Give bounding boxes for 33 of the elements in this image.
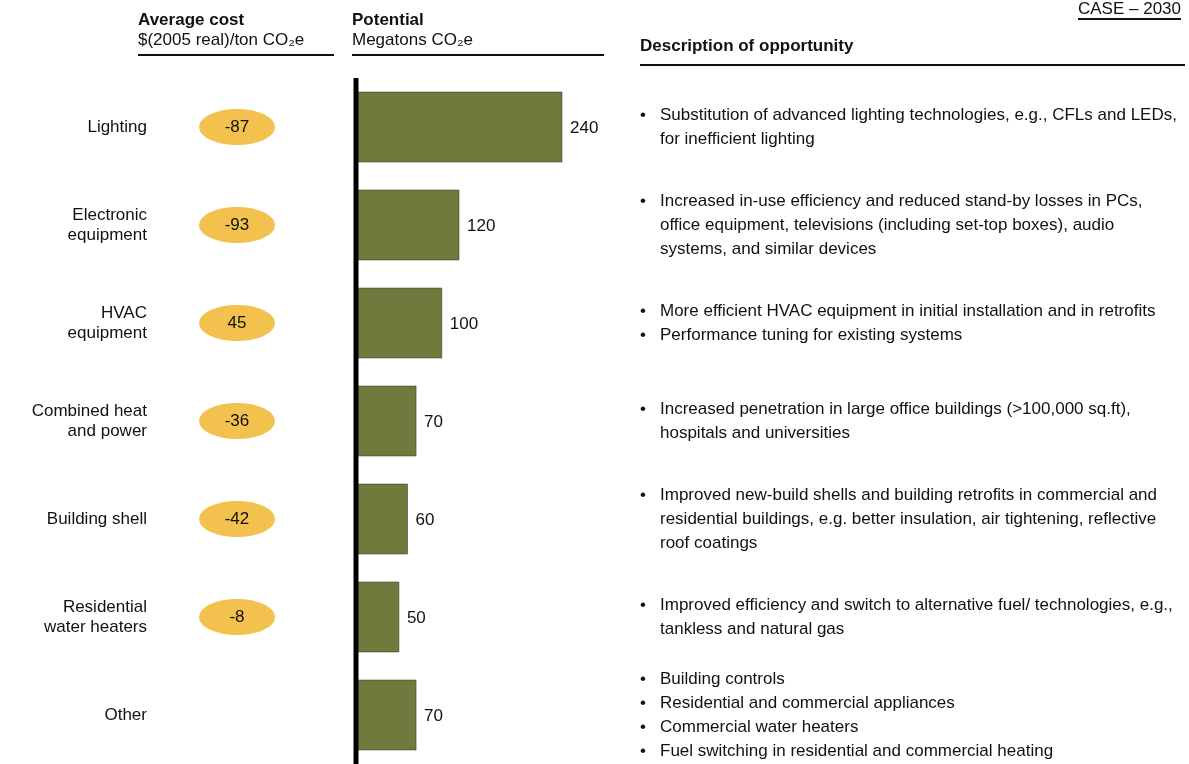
data-label: 45 [199, 305, 275, 341]
data-label: 120 [467, 216, 496, 236]
text: Average cost [138, 10, 246, 30]
data-label: -87 [199, 109, 275, 145]
text: • Increased in-use efficiency and reduced stand-by losses in PCs, office equipment, televisions (including set-top boxes), audio systems, and similar devices [640, 190, 1144, 260]
category-label: Lighting [86, 116, 147, 138]
text: • Improved new-build shells and building retrofits in commercial and residential buildings, e.g. better insulation, air tightening, reflective roof coatings [640, 484, 1159, 554]
text: • Increased penetration in large office buildings (>100,000 sq.ft), hospitals and universities [640, 398, 1132, 444]
data-label: -8 [199, 599, 275, 635]
text: • Improved efficiency and switch to alternative fuel/ technologies, e.g., tankless and natural gas [640, 594, 1174, 640]
text: • More efficient HVAC equipment in initial installation and in retrofits • Performance tuning for existing systems [640, 300, 1156, 346]
category-label: Residential water heaters [43, 596, 147, 638]
category-label: Other [103, 704, 147, 726]
category-label: Building shell [45, 508, 147, 530]
text: • Substitution of advanced lighting technologies, e.g., CFLs and LEDs, for inefficient lighting [640, 104, 1178, 150]
data-label: 60 [415, 510, 435, 530]
data-label: 70 [424, 412, 444, 432]
data-label: -36 [199, 403, 275, 439]
data-label: 50 [406, 608, 426, 628]
text: • Building controls • Residential and commercial appliances • Commercial water heaters • Fuel switching in residential and commercial heating [640, 668, 1054, 762]
data-label: -93 [199, 207, 275, 243]
data-label: 240 [570, 118, 599, 138]
data-label: 100 [449, 314, 479, 334]
category-label: Combined heat and power [30, 400, 147, 442]
chart-subtitle: Megatons CO₂e [352, 30, 474, 50]
data-label: 70 [424, 706, 444, 726]
text: CASE – 2030 [1077, 0, 1181, 20]
chart-title: Potential [352, 10, 425, 30]
text: $(2005 real)/ton CO₂e [138, 30, 306, 50]
data-label: -42 [199, 501, 275, 537]
category-label: HVAC equipment [66, 302, 147, 344]
category-label: Electronic equipment [66, 204, 147, 246]
text: Description of opportunity [640, 36, 1185, 66]
